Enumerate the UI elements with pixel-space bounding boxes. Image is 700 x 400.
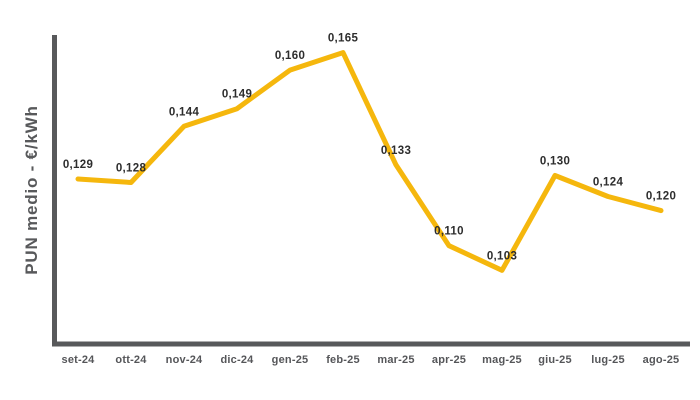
x-tick-label: ago-25	[643, 354, 680, 366]
data-label: 0,124	[593, 177, 624, 189]
data-label: 0,144	[169, 106, 200, 118]
x-tick-label: mag-25	[482, 354, 522, 366]
x-tick-label: set-24	[62, 354, 96, 366]
data-labels-group: 0,129 0,128 0,144 0,149 0,160 0,165 0,133 0,110…	[63, 33, 676, 263]
data-label: 0,103	[487, 250, 517, 262]
x-tick-label: lug-25	[591, 354, 625, 366]
pun-series-line	[75, 50, 664, 273]
x-tick-label: dic-24	[221, 354, 255, 366]
data-label: 0,149	[222, 89, 252, 101]
pun-series-group	[75, 50, 664, 273]
data-label: 0,133	[381, 145, 411, 157]
data-label: 0,130	[540, 155, 570, 167]
x-tick-label: giu-25	[538, 354, 572, 366]
x-tick-label: apr-25	[432, 354, 466, 366]
x-tick-label: ott-24	[115, 354, 147, 366]
x-tick-labels-group: set-24 ott-24 nov-24 dic-24 gen-25 feb-25 mar-…	[62, 354, 680, 366]
data-label: 0,110	[434, 226, 464, 238]
data-label: 0,128	[116, 162, 147, 174]
data-label: 0,129	[63, 159, 93, 171]
data-label: 0,160	[275, 50, 305, 62]
x-tick-label: feb-25	[326, 354, 360, 366]
x-tick-label: nov-24	[166, 354, 203, 366]
data-label: 0,165	[328, 33, 359, 45]
data-label: 0,120	[646, 191, 676, 203]
x-tick-label: gen-25	[272, 354, 309, 366]
x-tick-label: mar-25	[377, 354, 414, 366]
y-axis-title: PUN medio - €/kWh	[22, 105, 41, 274]
